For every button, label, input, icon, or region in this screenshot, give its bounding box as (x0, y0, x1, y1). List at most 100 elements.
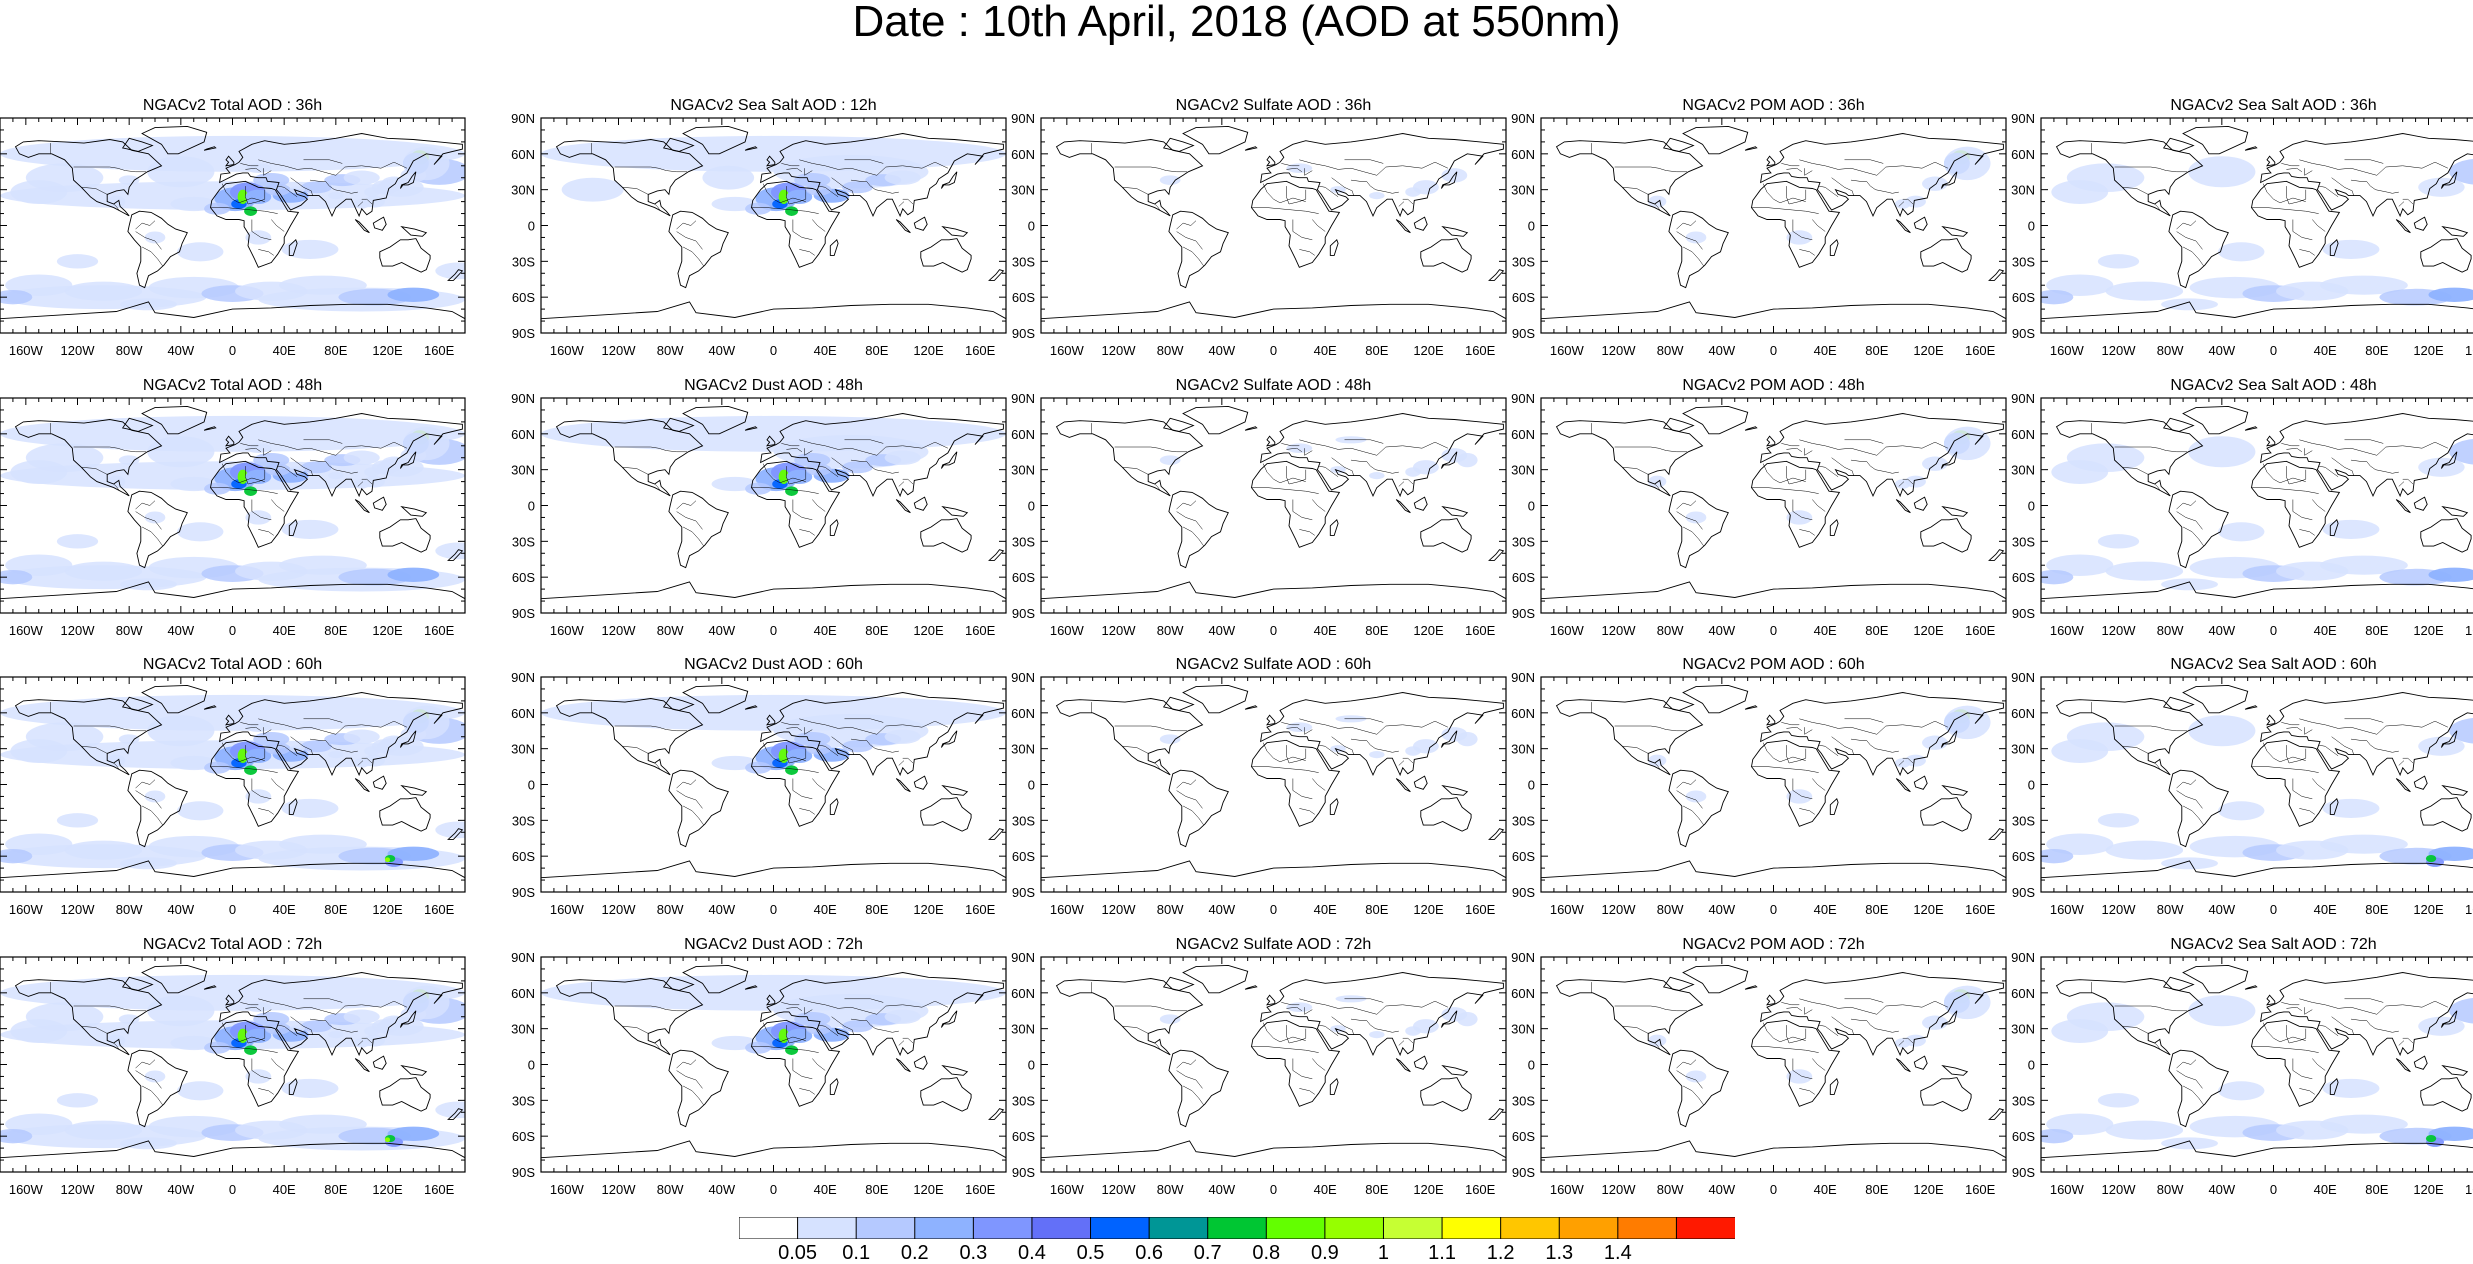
aod-shading (2106, 562, 2184, 581)
aod-shading (1944, 706, 1991, 739)
lon-tick-label: 160E (2465, 902, 2473, 917)
lat-tick-label: 90N (1011, 950, 1035, 965)
aod-shading (282, 520, 339, 539)
lat-tick-label: 90S (1512, 606, 1535, 621)
aod-shading (2106, 1121, 2184, 1140)
colorbar-swatch (739, 1217, 798, 1239)
aod-shading (1160, 734, 1181, 744)
aod-shading (177, 522, 224, 541)
aod-shading (2035, 290, 2074, 304)
lat-tick-label: 90N (2011, 111, 2035, 126)
lat-tick-label: 0 (528, 219, 535, 234)
colorbar-label: 0.05 (778, 1243, 817, 1263)
aod-shading (253, 453, 289, 467)
aod-shading (354, 479, 370, 489)
lon-tick-label: 40W (167, 343, 194, 358)
aod-shading (147, 995, 214, 1026)
lat-tick-label: 60S (1012, 570, 1035, 585)
lon-tick-label: 80W (1657, 343, 1684, 358)
lat-tick-label: 60N (1511, 427, 1535, 442)
lat-tick-label: 60N (1011, 147, 1035, 162)
colorbar-swatch (1676, 1217, 1735, 1239)
lat-tick-label: 60N (2011, 147, 2035, 162)
lon-tick-label: 40E (814, 343, 837, 358)
lon-tick-label: 160E (2465, 1182, 2473, 1197)
lat-tick-label: 90N (511, 391, 535, 406)
aod-shading (541, 975, 1006, 1011)
colorbar-label: 0.6 (1135, 1243, 1163, 1263)
lon-tick-label: 160W (1050, 902, 1085, 917)
aod-shading (2051, 1019, 2108, 1043)
lon-tick-label: 120E (1413, 623, 1444, 638)
aod-shading (2188, 995, 2255, 1026)
lon-tick-label: 40W (2208, 1182, 2235, 1197)
aod-shading (1369, 192, 1385, 199)
lat-tick-label: 90S (2012, 885, 2035, 900)
lon-tick-label: 0 (229, 902, 236, 917)
aod-shading (244, 765, 257, 775)
lon-tick-label: 40W (2208, 902, 2235, 917)
lon-tick-label: 80W (657, 1182, 684, 1197)
lon-tick-label: 0 (229, 623, 236, 638)
lon-tick-label: 120E (372, 902, 403, 917)
lon-tick-label: 160E (1965, 623, 1996, 638)
colorbar-label: 1.4 (1604, 1243, 1632, 1263)
aod-shading (2218, 242, 2265, 261)
lat-tick-label: 30N (1511, 1022, 1535, 1037)
lon-tick-label: 120W (1102, 343, 1137, 358)
lat-tick-label: 60S (1012, 1129, 1035, 1144)
aod-shading (10, 1019, 67, 1043)
lon-tick-label: 160E (965, 902, 996, 917)
lat-tick-label: 0 (2028, 499, 2035, 514)
lat-tick-label: 30S (1512, 254, 1535, 269)
lon-tick-label: 120W (61, 343, 96, 358)
lat-tick-label: 60S (1512, 290, 1535, 305)
panel-title: NGACv2 Total AOD : 72h (143, 936, 322, 953)
colorbar-swatch (1442, 1217, 1501, 1239)
lat-tick-label: 30N (511, 742, 535, 757)
aod-shading (177, 801, 224, 820)
aod-shading (2323, 1079, 2380, 1098)
aod-shading (2188, 715, 2255, 746)
lon-tick-label: 40W (708, 1182, 735, 1197)
aod-shading (354, 758, 370, 768)
lon-tick-label: 160E (1465, 1182, 1496, 1197)
lon-tick-label: 80E (1365, 623, 1388, 638)
aod-shading (10, 739, 67, 763)
map-panel-dust-2: NGACv2 Dust AOD : 48h90N60N30N030S60S90S… (511, 377, 1006, 638)
lon-tick-label: 120E (1913, 902, 1944, 917)
lat-tick-label: 30N (2011, 463, 2035, 478)
lat-tick-label: 60S (2012, 1129, 2035, 1144)
aod-shading (57, 813, 98, 827)
lat-tick-label: 90S (512, 885, 535, 900)
lat-tick-label: 60S (2012, 570, 2035, 585)
lon-tick-label: 120E (913, 902, 944, 917)
lon-tick-label: 80E (2365, 902, 2388, 917)
panel-title: NGACv2 Total AOD : 60h (143, 656, 322, 673)
aod-shading (253, 732, 289, 746)
aod-shading (204, 203, 230, 215)
lon-tick-label: 160W (9, 902, 44, 917)
lon-tick-label: 120W (2102, 623, 2137, 638)
aod-shading (57, 534, 98, 548)
panel-title: NGACv2 Dust AOD : 60h (684, 656, 863, 673)
aod-shading (2161, 857, 2218, 869)
lon-tick-label: 0 (2270, 1182, 2277, 1197)
aod-shading (1369, 751, 1385, 758)
lat-tick-label: 30S (512, 813, 535, 828)
lat-tick-label: 30N (2011, 742, 2035, 757)
map-panel-pom-1: NGACv2 POM AOD : 36h90N60N30N030S60S90S1… (1511, 97, 2006, 358)
aod-shading (354, 199, 370, 209)
lat-tick-label: 90N (1511, 950, 1535, 965)
aod-shading (204, 483, 230, 495)
aod-shading (2323, 520, 2380, 539)
aod-shading (119, 175, 140, 185)
aod-shading (282, 240, 339, 259)
aod-shading (204, 1042, 230, 1054)
lon-tick-label: 120E (913, 623, 944, 638)
lon-tick-label: 120W (1602, 1182, 1637, 1197)
lon-tick-label: 120W (2102, 1182, 2137, 1197)
lon-tick-label: 80E (1865, 1182, 1888, 1197)
lon-tick-label: 160W (1550, 1182, 1585, 1197)
